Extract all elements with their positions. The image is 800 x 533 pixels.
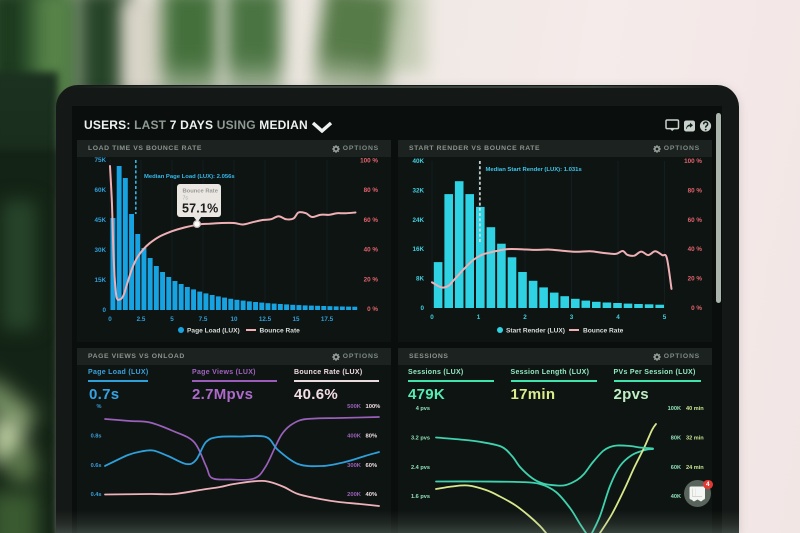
svg-text:32 min: 32 min bbox=[686, 435, 704, 441]
svg-text:57.1%: 57.1% bbox=[182, 202, 218, 216]
svg-text:1: 1 bbox=[477, 314, 481, 321]
svg-text:100K: 100K bbox=[668, 406, 681, 412]
svg-text:0 %: 0 % bbox=[367, 306, 378, 313]
svg-text:60K: 60K bbox=[94, 187, 106, 194]
svg-text:60 %: 60 % bbox=[688, 217, 703, 224]
svg-text:0.8s: 0.8s bbox=[91, 433, 102, 439]
svg-text:0.4s: 0.4s bbox=[91, 492, 102, 498]
svg-text:40 %: 40 % bbox=[688, 246, 703, 253]
svg-text:0: 0 bbox=[108, 316, 112, 323]
svg-text:15: 15 bbox=[292, 316, 300, 323]
svg-text:60 %: 60 % bbox=[364, 217, 379, 224]
svg-text:12.5: 12.5 bbox=[259, 316, 272, 323]
svg-text:3: 3 bbox=[570, 314, 574, 321]
svg-text:20 %: 20 % bbox=[688, 276, 703, 283]
svg-text:80 %: 80 % bbox=[364, 187, 379, 194]
svg-text:17.5: 17.5 bbox=[321, 316, 334, 323]
svg-text:Bounce Rate: Bounce Rate bbox=[583, 328, 624, 335]
svg-text:10: 10 bbox=[230, 316, 238, 323]
svg-text:3.2 pvs: 3.2 pvs bbox=[411, 435, 430, 441]
svg-text:0: 0 bbox=[102, 307, 106, 314]
svg-text:30K: 30K bbox=[94, 247, 106, 254]
svg-text:80 %: 80 % bbox=[688, 187, 703, 194]
svg-text:Bounce Rate: Bounce Rate bbox=[260, 328, 301, 335]
svg-text:24 min: 24 min bbox=[686, 465, 704, 471]
svg-text:0 %: 0 % bbox=[691, 305, 702, 312]
svg-text:0: 0 bbox=[430, 314, 434, 321]
svg-text:32K: 32K bbox=[412, 187, 424, 194]
svg-text:100 %: 100 % bbox=[360, 158, 378, 165]
svg-text:7s: 7s bbox=[183, 196, 189, 202]
svg-text:8K: 8K bbox=[416, 276, 425, 283]
svg-text:Median Start Render (LUX): 1.0: Median Start Render (LUX): 1.031s bbox=[486, 167, 583, 173]
svg-text:2: 2 bbox=[523, 314, 527, 321]
svg-text:300K: 300K bbox=[347, 463, 362, 469]
svg-text:2.5: 2.5 bbox=[137, 316, 146, 323]
svg-text:1.6 pvs: 1.6 pvs bbox=[411, 494, 430, 500]
svg-text:60%: 60% bbox=[366, 463, 378, 469]
svg-text:40 %: 40 % bbox=[364, 247, 379, 254]
svg-text:2.4 pvs: 2.4 pvs bbox=[411, 465, 430, 471]
svg-text:Page Load (LUX): Page Load (LUX) bbox=[187, 328, 240, 335]
svg-text:100 %: 100 % bbox=[684, 158, 702, 165]
svg-text:500K: 500K bbox=[347, 404, 362, 410]
svg-text:45K: 45K bbox=[94, 217, 106, 224]
svg-text:40K: 40K bbox=[671, 494, 681, 500]
svg-text:40 min: 40 min bbox=[686, 406, 704, 412]
svg-text:20 %: 20 % bbox=[364, 276, 379, 283]
svg-text:100%: 100% bbox=[366, 404, 381, 410]
svg-text:7.5: 7.5 bbox=[199, 316, 208, 323]
svg-text:16K: 16K bbox=[412, 246, 424, 253]
svg-text:%: % bbox=[97, 404, 102, 410]
svg-text:200K: 200K bbox=[347, 492, 362, 498]
svg-text:75K: 75K bbox=[94, 157, 106, 164]
svg-text:Bounce Rate: Bounce Rate bbox=[183, 189, 219, 195]
svg-text:80K: 80K bbox=[671, 435, 681, 441]
svg-text:15K: 15K bbox=[94, 277, 106, 284]
svg-text:5: 5 bbox=[170, 316, 174, 323]
svg-text:0.6s: 0.6s bbox=[91, 463, 102, 469]
svg-text:5: 5 bbox=[663, 314, 667, 321]
svg-text:0: 0 bbox=[420, 305, 424, 312]
svg-text:400K: 400K bbox=[347, 433, 362, 439]
svg-text:80%: 80% bbox=[366, 433, 378, 439]
svg-text:4 pvs: 4 pvs bbox=[416, 406, 430, 412]
svg-text:4: 4 bbox=[616, 314, 620, 321]
svg-text:Start Render (LUX): Start Render (LUX) bbox=[506, 328, 565, 335]
svg-text:24K: 24K bbox=[412, 217, 424, 224]
svg-text:40K: 40K bbox=[412, 158, 424, 165]
svg-text:Median Page Load (LUX): 2.056s: Median Page Load (LUX): 2.056s bbox=[144, 174, 235, 180]
svg-text:40%: 40% bbox=[366, 492, 378, 498]
svg-text:60K: 60K bbox=[671, 465, 681, 471]
